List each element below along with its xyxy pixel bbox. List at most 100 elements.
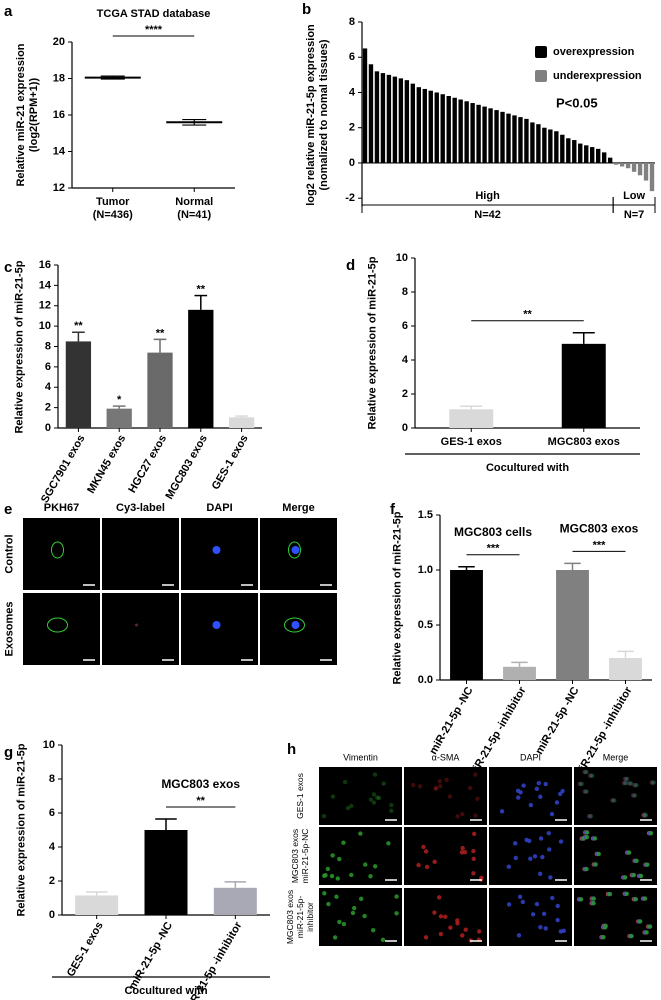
cell-stain [638, 919, 643, 924]
bar [476, 104, 481, 163]
cell-stain [368, 874, 373, 879]
cell-stain [536, 780, 542, 786]
cell-stain [631, 793, 637, 798]
cell-stain [647, 924, 653, 929]
row-label: Control [3, 534, 16, 574]
cell-stain [584, 789, 589, 794]
x-tick-label: Normal (N=41) [175, 196, 214, 221]
y-tick-label: 14 [39, 279, 52, 291]
cell-stain [626, 850, 632, 855]
cell-stain [459, 850, 465, 855]
bar [449, 409, 494, 428]
cell-stain [463, 927, 468, 932]
group-name: MGC803 exos [560, 522, 639, 536]
micrograph [181, 518, 258, 590]
cell-stain [591, 900, 596, 906]
micrograph [260, 518, 337, 590]
bar [506, 113, 511, 163]
panel-letter: a [4, 3, 13, 20]
y-tick-label: 10 [43, 739, 55, 751]
cell-stain [584, 769, 589, 775]
column-header: PKH67 [44, 502, 79, 514]
group-count: N=42 [474, 209, 501, 221]
cell-stain [288, 541, 301, 559]
cell-stain [421, 844, 426, 850]
cell-stain [477, 929, 482, 934]
cell-stain [337, 856, 342, 862]
cell-stain [648, 831, 654, 836]
bar [512, 115, 517, 163]
cell-stain [582, 789, 587, 794]
cell-stain [633, 783, 638, 788]
bar [596, 148, 601, 163]
cell-stain [621, 780, 627, 786]
cell-stain [644, 930, 649, 935]
cell-stain [541, 911, 547, 917]
bar [518, 117, 523, 163]
cell-stain [372, 864, 378, 869]
cell-stain [534, 901, 540, 907]
cell-stain [438, 914, 444, 919]
y-tick-label: 20 [53, 36, 65, 48]
cell-stain [473, 772, 478, 777]
legend-swatch [535, 70, 547, 82]
bar [144, 830, 188, 915]
y-tick-label: 0.0 [418, 674, 433, 686]
cell-stain [381, 781, 386, 786]
cell-stain [607, 891, 613, 897]
cell-stain [349, 872, 354, 878]
cell-stain [543, 781, 548, 787]
bar [607, 157, 613, 163]
cell-stain [611, 798, 616, 803]
bar [458, 99, 463, 163]
cell-stain [342, 779, 348, 785]
bar [213, 887, 257, 915]
cell-stain [375, 795, 380, 800]
panel-letter: b [302, 1, 311, 18]
cell-stain [473, 813, 478, 818]
legend-label: overexpression [553, 46, 635, 58]
bar [548, 129, 553, 163]
cell-stain [547, 847, 552, 852]
cell-stain [322, 891, 327, 896]
x-tick-label: MGC803 exos [163, 433, 209, 501]
bar [228, 417, 255, 428]
cell-stain [376, 795, 382, 801]
cell-stain [645, 862, 650, 867]
micrograph [23, 518, 100, 590]
y-tick-label: -2 [345, 192, 355, 204]
cell-stain [632, 783, 637, 788]
cell-stain [540, 854, 545, 860]
cell-stain [629, 933, 634, 939]
cell-stain [423, 935, 429, 940]
bar [416, 87, 421, 163]
cell-stain [555, 917, 560, 923]
bar [386, 74, 392, 163]
cell-stain [499, 809, 505, 814]
cell-stain [447, 794, 453, 799]
cell-stain [448, 925, 453, 930]
cell-stain [641, 812, 646, 817]
x-tick-label: Tumor (N=436) [92, 196, 133, 221]
cell-stain [416, 862, 421, 868]
cell-stain [520, 899, 526, 905]
cell-stain [363, 862, 368, 867]
nucleus-stain [212, 546, 221, 554]
y-tick-label: 16 [39, 259, 51, 271]
significance-label: ** [523, 309, 532, 321]
cell-stain [558, 929, 564, 934]
panel-letter: d [346, 257, 355, 274]
row-label: Exosomes [3, 601, 16, 657]
y-tick-label: 0 [45, 422, 51, 434]
y-tick-label: 4 [402, 354, 409, 366]
cell-stain [577, 781, 582, 787]
cell-stain [516, 933, 522, 938]
cell-stain [424, 864, 430, 870]
cell-stain [538, 794, 543, 799]
y-tick-label: 14 [53, 145, 66, 157]
micrograph [574, 767, 657, 825]
y-tick-label: 8 [45, 340, 51, 352]
bar [524, 118, 529, 163]
x-tick-label: MGC803 exos [548, 436, 620, 448]
cell-stain [643, 813, 648, 818]
